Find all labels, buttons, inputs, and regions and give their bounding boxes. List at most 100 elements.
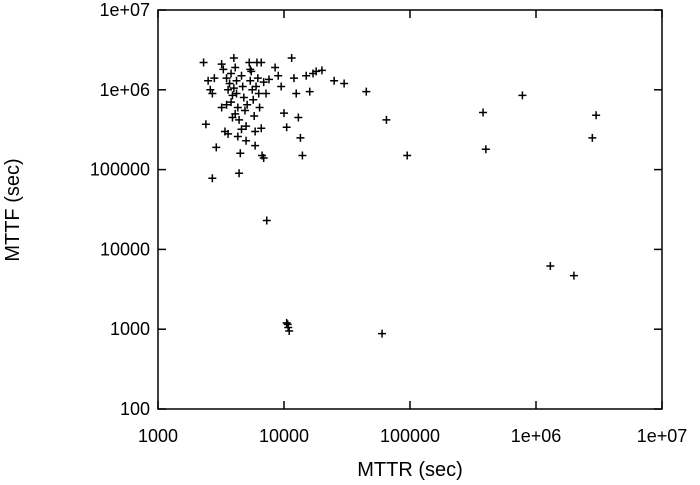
data-point: [220, 127, 229, 136]
data-point: [255, 103, 264, 112]
y-tick-label: 100: [120, 399, 150, 419]
data-point: [257, 58, 266, 67]
x-axis-label: MTTR (sec): [357, 459, 463, 481]
data-point: [378, 329, 387, 338]
data-point: [246, 76, 255, 85]
data-point: [236, 149, 245, 158]
data-point: [204, 76, 213, 85]
data-point: [229, 54, 238, 63]
data-point: [210, 74, 219, 83]
data-point: [305, 87, 314, 96]
data-point: [251, 127, 260, 136]
y-tick-label: 100000: [90, 160, 150, 180]
data-point: [362, 87, 371, 96]
data-point: [317, 66, 326, 75]
data-point: [294, 113, 303, 122]
data-point: [253, 74, 262, 83]
data-point: [254, 89, 263, 98]
data-point: [283, 320, 292, 329]
data-point: [237, 71, 246, 80]
x-tick-label: 1e+06: [511, 426, 562, 446]
data-point: [217, 103, 226, 112]
data-point: [208, 89, 217, 98]
data-point: [481, 145, 490, 154]
data-point: [222, 100, 231, 109]
data-point: [262, 216, 271, 225]
y-tick-label: 10000: [100, 239, 150, 259]
x-tick-label: 1e+07: [637, 426, 688, 446]
y-axis: 100 1000 10000 100000 1e+06 1e+07: [90, 0, 662, 419]
plot-frame: [157, 9, 663, 410]
data-point: [382, 115, 391, 124]
data-point: [298, 151, 307, 160]
data-point: [243, 100, 252, 109]
data-point: [227, 69, 236, 78]
data-point: [546, 261, 555, 270]
data-point: [212, 143, 221, 152]
data-point: [232, 89, 241, 98]
x-tick-label: 100000: [380, 426, 440, 446]
data-point: [238, 82, 247, 91]
y-tick-label: 1000: [110, 319, 150, 339]
data-point: [233, 103, 242, 112]
y-axis-label: MTTF (sec): [2, 158, 24, 261]
data-point: [296, 133, 305, 142]
data-point: [340, 79, 349, 88]
data-point: [280, 109, 288, 118]
data-point: [285, 326, 294, 335]
data-point: [235, 115, 244, 124]
data-point: [239, 93, 248, 102]
data-point: [271, 63, 280, 72]
data-point: [592, 111, 601, 120]
data-point: [282, 318, 291, 327]
data-point: [249, 95, 258, 104]
data-point: [224, 85, 233, 94]
data-point: [518, 91, 527, 100]
data-point: [208, 174, 217, 183]
data-point: [240, 106, 249, 115]
data-point: [277, 82, 286, 91]
data-point: [219, 65, 228, 74]
data-point: [257, 124, 266, 133]
data-point: [242, 122, 251, 131]
data-point: [259, 153, 268, 162]
data-point: [245, 58, 254, 67]
data-point: [262, 89, 271, 98]
data-point: [201, 120, 210, 129]
data-point: [229, 84, 238, 93]
data-point: [403, 151, 412, 160]
data-point: [282, 123, 291, 132]
data-point: [312, 67, 321, 76]
data-point: [222, 74, 231, 83]
data-point: [264, 75, 273, 84]
data-point: [231, 63, 240, 72]
data-point: [232, 76, 241, 85]
x-tick-label: 10000: [259, 426, 309, 446]
y-tick-label: 1e+06: [99, 80, 150, 100]
x-axis: 1000 10000 100000 1e+06 1e+07: [138, 10, 687, 446]
data-point: [251, 141, 260, 150]
data-point: [225, 79, 234, 88]
data-point: [274, 71, 283, 80]
data-point: [237, 125, 246, 134]
data-point: [259, 78, 268, 87]
data-point: [246, 65, 255, 74]
data-point: [250, 111, 259, 120]
data-point: [287, 54, 296, 63]
y-tick-label: 1e+07: [99, 0, 150, 20]
data-point: [231, 109, 240, 118]
data-point: [479, 108, 488, 117]
data-point: [292, 89, 301, 98]
data-point: [242, 136, 251, 145]
data-points: [199, 54, 601, 338]
data-point: [588, 133, 597, 142]
data-point: [302, 71, 311, 80]
data-point: [199, 58, 208, 67]
data-point: [235, 169, 244, 178]
data-point: [252, 82, 261, 91]
data-point: [247, 67, 256, 76]
data-point: [227, 98, 236, 107]
data-point: [330, 76, 339, 85]
data-point: [289, 74, 298, 83]
